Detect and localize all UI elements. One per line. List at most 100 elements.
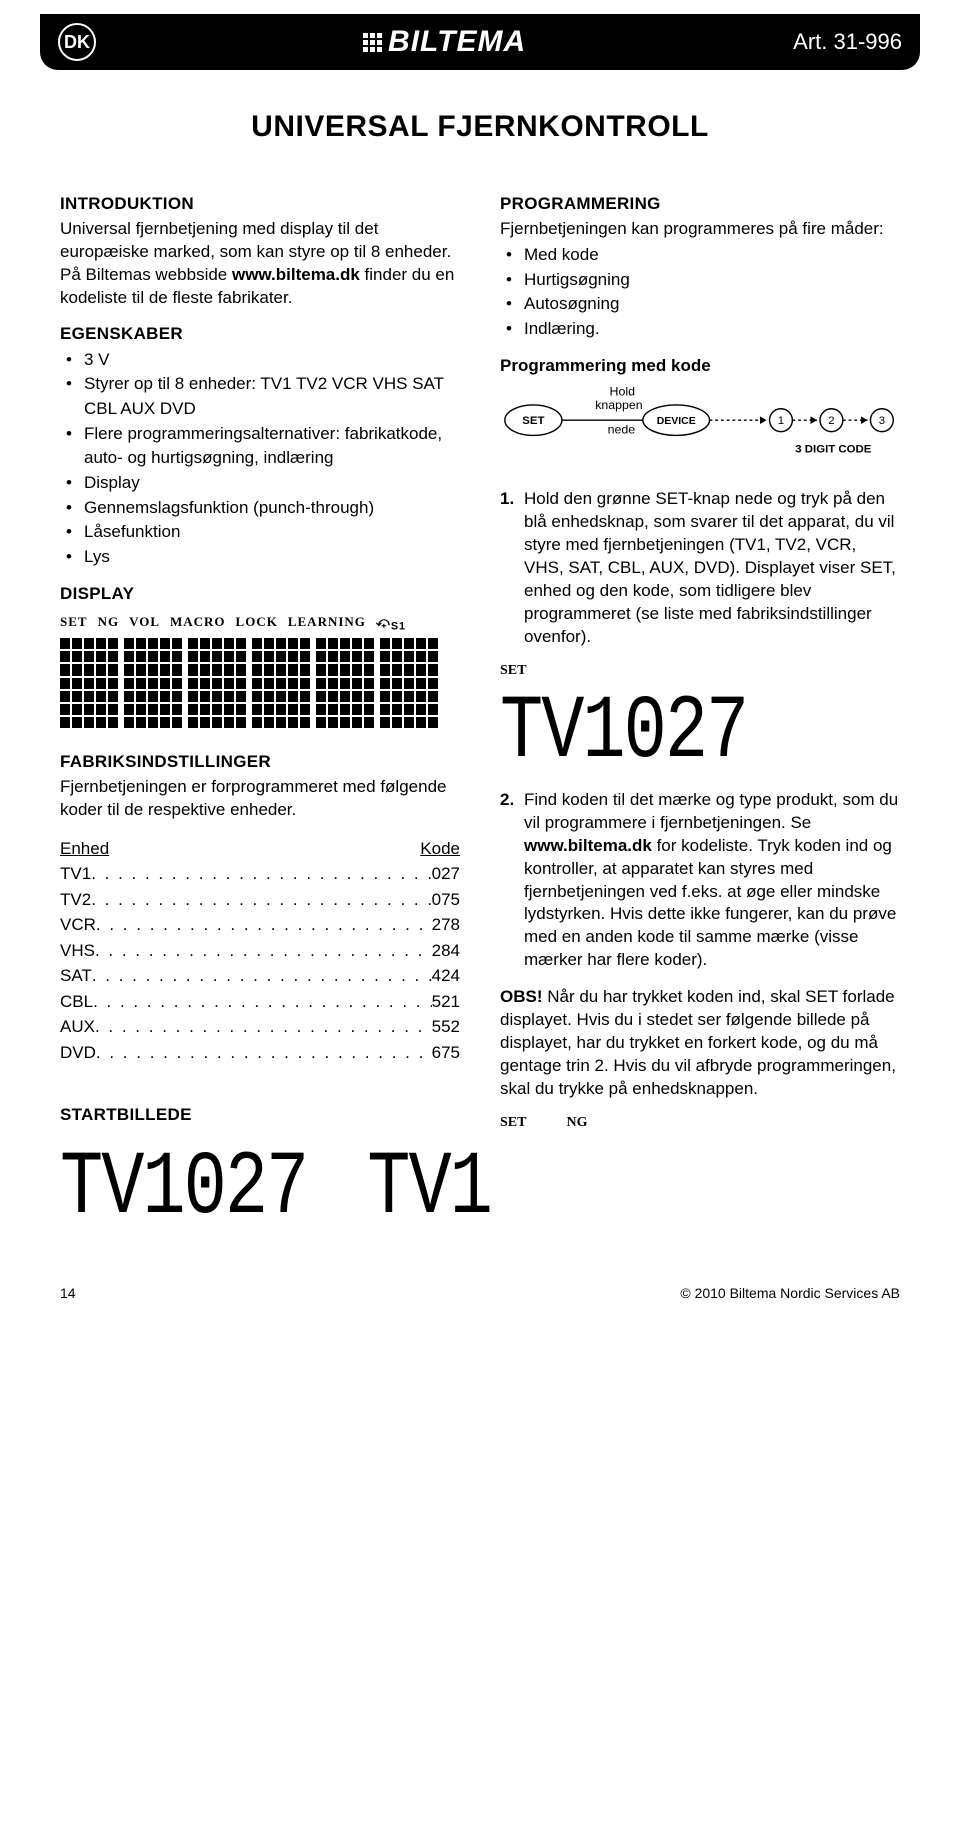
right-column: PROGRAMMERING Fjernbetjeningen kan progr… <box>500 194 900 1135</box>
brand-text: BILTEMA <box>388 25 526 59</box>
table-value: 075 <box>432 887 460 913</box>
table-key: DVD <box>60 1040 96 1066</box>
diagram-hold-label: Hold <box>610 384 636 398</box>
table-key: AUX <box>60 1014 95 1040</box>
diagram-knappen-label: knappen <box>595 397 643 411</box>
table-dots: . . . . . . . . . . . . . . . . . . . . … <box>91 861 431 887</box>
set-ng-labels: SET NG <box>500 1115 900 1131</box>
bottom-displays: TV1027 TV1 <box>60 1135 900 1235</box>
table-value: 424 <box>432 963 460 989</box>
table-dots: . . . . . . . . . . . . . . . . . . . . … <box>95 1014 432 1040</box>
table-row: TV2 . . . . . . . . . . . . . . . . . . … <box>60 887 460 913</box>
table-key: VHS <box>60 938 95 964</box>
brand-dots-icon <box>363 33 382 52</box>
egenskaber-heading: EGENSKABER <box>60 324 460 344</box>
lcd-char <box>252 638 310 728</box>
lcd-display-full <box>60 638 460 728</box>
brand-logo: BILTEMA <box>363 25 526 59</box>
display-label: LOCK <box>236 614 278 633</box>
table-dots: . . . . . . . . . . . . . . . . . . . . … <box>96 912 432 938</box>
list-item: Display <box>84 471 460 496</box>
lang-badge: DK <box>58 23 96 61</box>
diagram-device-text: DEVICE <box>657 415 696 426</box>
list-item: Lys <box>84 545 460 570</box>
segment-display-left-bottom: TV1027 <box>60 1143 307 1233</box>
step-2: 2. Find koden til det mærke og type prod… <box>500 789 900 973</box>
list-item: Gennemslagsfunktion (punch-through) <box>84 496 460 521</box>
table-value: 552 <box>432 1014 460 1040</box>
table-dots: . . . . . . . . . . . . . . . . . . . . … <box>92 963 432 989</box>
diagram-code-label: 3 DIGIT CODE <box>795 443 871 455</box>
table-dots: . . . . . . . . . . . . . . . . . . . . … <box>93 989 432 1015</box>
step-text: Hold den grønne SET-knap nede og tryk på… <box>524 488 900 649</box>
display-label: LEARNING <box>288 614 366 633</box>
article-number: Art. 31-996 <box>793 29 902 55</box>
table-row: VCR . . . . . . . . . . . . . . . . . . … <box>60 912 460 938</box>
display-label: VOL <box>129 614 160 633</box>
lcd-char <box>380 638 438 728</box>
set-label: SET <box>500 663 900 679</box>
fabrik-heading: FABRIKSINDSTILLINGER <box>60 752 460 772</box>
table-value: 278 <box>432 912 460 938</box>
list-item: Autosøgning <box>524 292 900 317</box>
left-column: INTRODUKTION Universal fjernbetjening me… <box>60 194 460 1135</box>
code-table: TV1 . . . . . . . . . . . . . . . . . . … <box>60 861 460 1065</box>
step-text: Find koden til det mærke og type produkt… <box>524 789 900 973</box>
prog-kode-heading: Programmering med kode <box>500 356 900 376</box>
list-item: 3 V <box>84 348 460 373</box>
table-value: 027 <box>432 861 460 887</box>
table-row: VHS . . . . . . . . . . . . . . . . . . … <box>60 938 460 964</box>
table-header-value: Kode <box>420 836 460 862</box>
list-item: Styrer op til 8 enheder: TV1 TV2 VCR VHS… <box>84 372 460 421</box>
page-title: UNIVERSAL FJERNKONTROLL <box>60 110 900 144</box>
display-heading: DISPLAY <box>60 584 460 604</box>
table-header-key: Enhed <box>60 836 420 862</box>
ng-label: NG <box>566 1115 587 1131</box>
diagram-num: 1 <box>778 414 784 426</box>
prog-heading: PROGRAMMERING <box>500 194 900 214</box>
list-item: Flere programmeringsalternativer: fabrik… <box>84 422 460 471</box>
diagram-nede-label: nede <box>608 422 636 436</box>
list-item: Hurtigsøgning <box>524 268 900 293</box>
step-number: 2. <box>500 789 524 973</box>
diagram-svg: Hold knappen nede SET DEVICE 1 2 <box>500 384 900 470</box>
table-key: SAT <box>60 963 92 989</box>
signal-icon: ⤽S1 <box>376 614 406 633</box>
table-row: TV1 . . . . . . . . . . . . . . . . . . … <box>60 861 460 887</box>
footer: 14 © 2010 Biltema Nordic Services AB <box>0 1255 960 1321</box>
step-1: 1. Hold den grønne SET-knap nede og tryk… <box>500 488 900 649</box>
lcd-char <box>124 638 182 728</box>
page-content: UNIVERSAL FJERNKONTROLL INTRODUKTION Uni… <box>0 70 960 1255</box>
obs-body: Når du har trykket koden ind, skal SET f… <box>500 987 896 1098</box>
prog-list: Med kode Hurtigsøgning Autosøgning Indlæ… <box>500 243 900 342</box>
egenskaber-list: 3 V Styrer op til 8 enheder: TV1 TV2 VCR… <box>60 348 460 570</box>
table-value: 521 <box>432 989 460 1015</box>
lcd-char <box>188 638 246 728</box>
segment-display-right-bottom: TV1 <box>367 1143 491 1233</box>
list-item: Låsefunktion <box>84 520 460 545</box>
table-row: CBL . . . . . . . . . . . . . . . . . . … <box>60 989 460 1015</box>
header-bar: DK BILTEMA Art. 31-996 <box>40 14 920 70</box>
set-label: SET <box>500 1115 526 1131</box>
arrow-icon <box>810 416 817 424</box>
table-key: VCR <box>60 912 96 938</box>
display-label: NG <box>98 614 120 633</box>
table-value: 675 <box>432 1040 460 1066</box>
programming-diagram: Hold knappen nede SET DEVICE 1 2 <box>500 384 900 475</box>
table-row: DVD . . . . . . . . . . . . . . . . . . … <box>60 1040 460 1066</box>
table-value: 284 <box>432 938 460 964</box>
list-item: Med kode <box>524 243 900 268</box>
columns: INTRODUKTION Universal fjernbetjening me… <box>60 194 900 1135</box>
diagram-num: 3 <box>879 414 885 426</box>
diagram-num: 2 <box>828 414 834 426</box>
intro-body: Universal fjernbetjening med display til… <box>60 218 460 310</box>
copyright: © 2010 Biltema Nordic Services AB <box>680 1285 900 1301</box>
startbillede-heading: STARTBILLEDE <box>60 1105 460 1125</box>
table-row: AUX . . . . . . . . . . . . . . . . . . … <box>60 1014 460 1040</box>
table-row: SAT . . . . . . . . . . . . . . . . . . … <box>60 963 460 989</box>
table-header: Enhed Kode <box>60 836 460 862</box>
lcd-char <box>60 638 118 728</box>
table-key: CBL <box>60 989 93 1015</box>
table-dots: . . . . . . . . . . . . . . . . . . . . … <box>91 887 431 913</box>
display-label: SET <box>60 614 88 633</box>
